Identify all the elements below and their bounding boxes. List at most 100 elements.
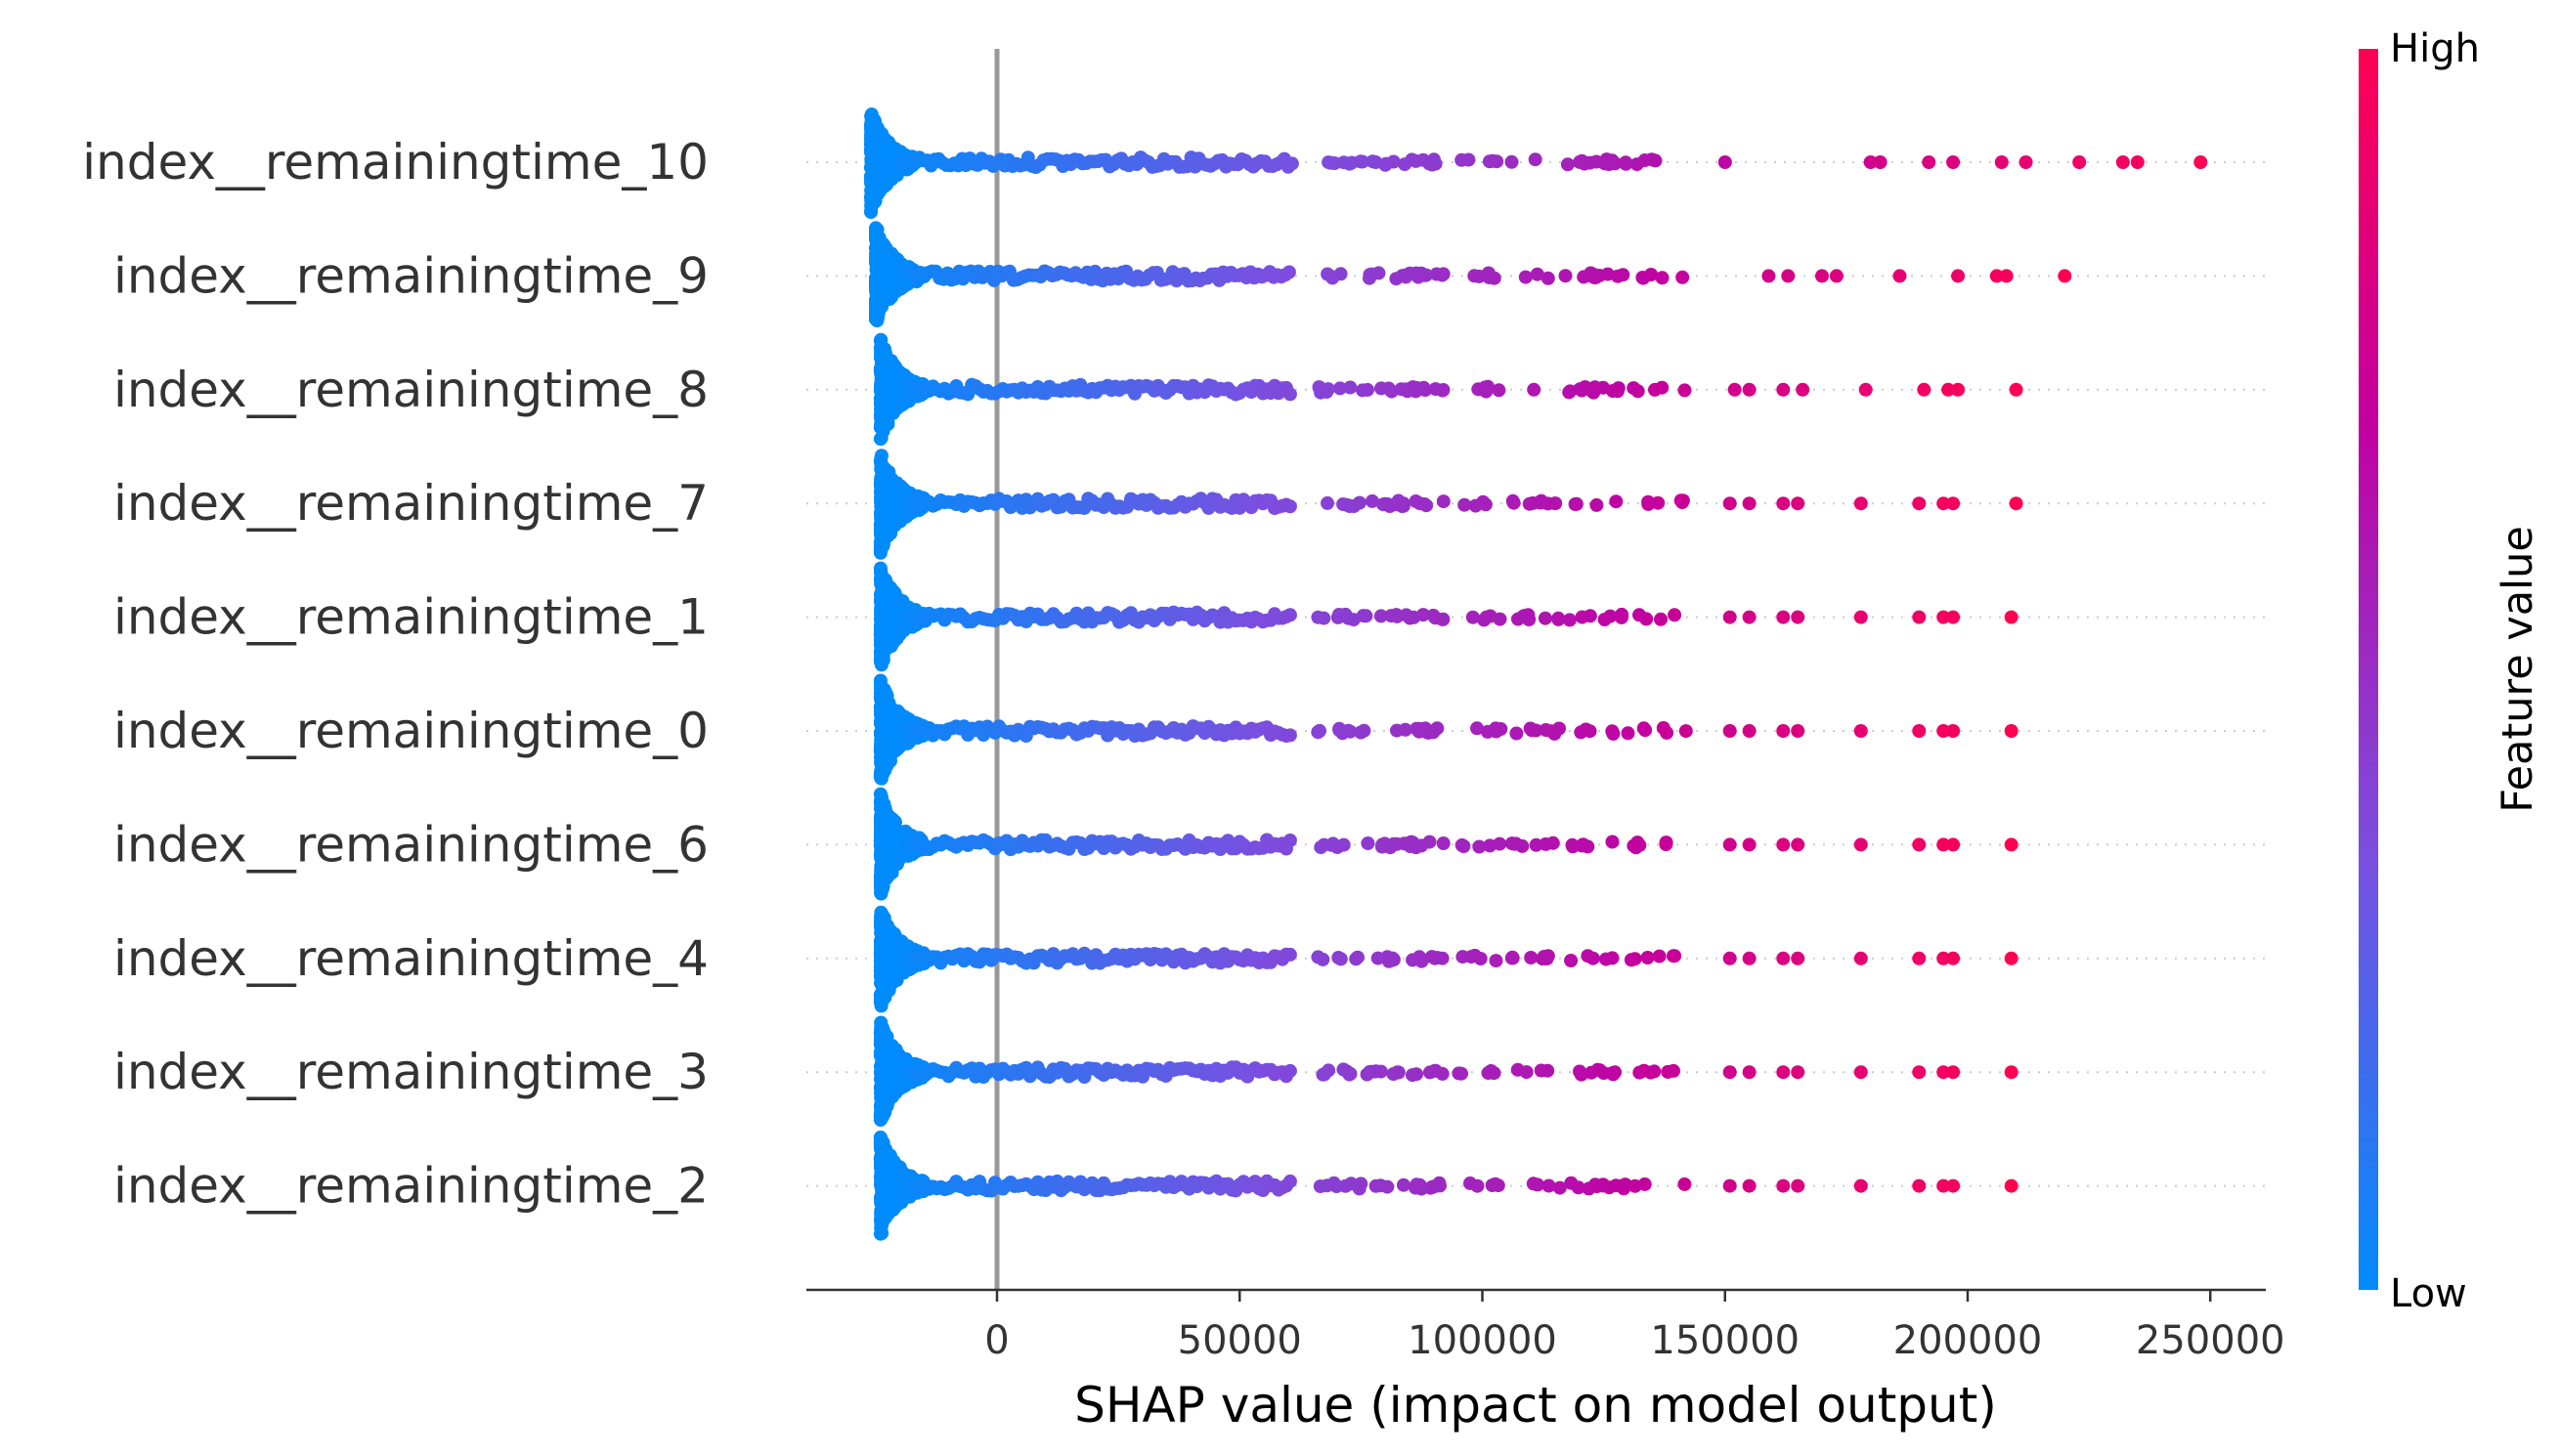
shap-dot [1381, 954, 1396, 968]
shap-dot [1422, 156, 1437, 171]
shap-dot [882, 696, 896, 710]
shap-dot [1412, 950, 1427, 964]
shap-dot [1829, 269, 1844, 283]
feature-label: index__remainingtime_4 [113, 930, 709, 987]
shap-dot [872, 292, 887, 306]
shap-dot [1951, 269, 1966, 283]
shap-dot [1999, 269, 2014, 283]
shap-dot [1456, 839, 1471, 853]
shap-dot [1616, 268, 1630, 282]
shap-dot [1853, 610, 1868, 624]
shap-dot [874, 771, 889, 786]
shap-dot [1892, 269, 1907, 283]
x-tick-label: 50000 [1178, 1318, 1302, 1363]
x-tick-label: 0 [984, 1318, 1009, 1363]
shap-dot [875, 1186, 889, 1201]
shap-dot [1473, 952, 1488, 965]
feature-label: index__remainingtime_2 [113, 1158, 709, 1215]
shap-dot [1630, 384, 1645, 399]
x-tick-label: 100000 [1408, 1318, 1557, 1363]
shap-dot [1627, 952, 1642, 966]
shap-dot [1776, 382, 1791, 397]
feature-label: index__remainingtime_9 [113, 247, 709, 304]
shap-dot [1457, 497, 1472, 512]
shap-dot [1577, 156, 1591, 171]
shap-dot [2009, 382, 2023, 397]
shap-dot [1742, 382, 1757, 397]
shap-dot [1329, 1179, 1344, 1193]
shap-dot [1528, 152, 1542, 167]
x-ticks: 0 50000 100000 150000 200000 250000 [984, 1290, 2285, 1363]
shap-dot [1386, 1067, 1401, 1082]
shap-dot [1436, 836, 1451, 850]
shap-dot [1533, 495, 1547, 510]
shap-dot [1946, 951, 1961, 965]
shap-dot [1815, 269, 1829, 283]
shap-dot [1489, 954, 1503, 968]
shap-dot [1652, 949, 1667, 964]
shap-dot [1406, 1068, 1419, 1083]
shap-dot [1936, 496, 1951, 511]
shap-dot [1282, 947, 1297, 962]
shap-dot [878, 1091, 892, 1105]
shap-dot [874, 859, 889, 874]
shap-dot [874, 1174, 889, 1188]
shap-dot [1336, 155, 1351, 170]
shap-dot [875, 712, 889, 727]
shap-dot [875, 849, 889, 863]
shap-dot [867, 194, 882, 209]
shap-dot [1912, 610, 1927, 624]
shap-dot [1742, 837, 1757, 852]
shap-dot [1538, 611, 1552, 625]
shap-dot [1581, 949, 1595, 964]
shap-dot [1742, 724, 1757, 738]
shap-dot [1282, 728, 1297, 743]
shap-dot [1399, 608, 1413, 622]
shap-dot [1597, 613, 1612, 626]
shap-dot [876, 236, 890, 251]
shap-dot [1668, 949, 1682, 964]
x-tick-label: 200000 [1893, 1318, 2043, 1363]
shap-dot [889, 1049, 903, 1064]
shap-dot [1644, 268, 1659, 281]
shap-dot [1508, 836, 1523, 851]
shap-dot [1333, 952, 1348, 966]
shap-dot [1858, 382, 1873, 397]
shap-dot [1596, 1178, 1611, 1192]
shap-dot [1492, 383, 1506, 398]
shap-dot [1678, 724, 1693, 739]
shap-dot [867, 180, 882, 194]
shap-dot [873, 542, 888, 557]
shap-dot [870, 274, 884, 288]
shap-dot [871, 150, 886, 165]
shap-dot [1454, 1066, 1468, 1081]
shap-dot [1863, 155, 1878, 169]
shap-dot [1776, 496, 1791, 511]
shap-dot [1394, 382, 1409, 397]
shap-dot [1791, 951, 1805, 965]
shap-dot [881, 869, 895, 883]
shap-dot [874, 1110, 889, 1125]
x-tick-label: 150000 [1650, 1318, 1800, 1363]
shap-dot [878, 132, 892, 147]
shap-dot [1951, 382, 1966, 397]
shap-dot [1518, 270, 1533, 284]
shap-dot [1509, 726, 1524, 741]
shap-dot [1494, 722, 1508, 736]
shap-dot [1325, 836, 1340, 851]
feature-label: index__remainingtime_6 [113, 816, 709, 873]
shap-dot [1608, 1065, 1623, 1080]
shap-dot [1668, 608, 1682, 622]
shap-dot [1281, 265, 1296, 279]
shap-dot [2009, 496, 2023, 511]
shap-dot [1482, 154, 1497, 169]
shap-dot [1282, 499, 1297, 514]
shap-dot [1480, 724, 1495, 739]
shap-dot [1922, 155, 1936, 169]
shap-dot [1912, 1065, 1927, 1080]
shap-dot [1472, 839, 1487, 854]
shap-dot [875, 824, 889, 838]
shap-dot [1317, 1067, 1331, 1082]
shap-dot [875, 1226, 889, 1240]
shap-dot [1511, 612, 1525, 626]
